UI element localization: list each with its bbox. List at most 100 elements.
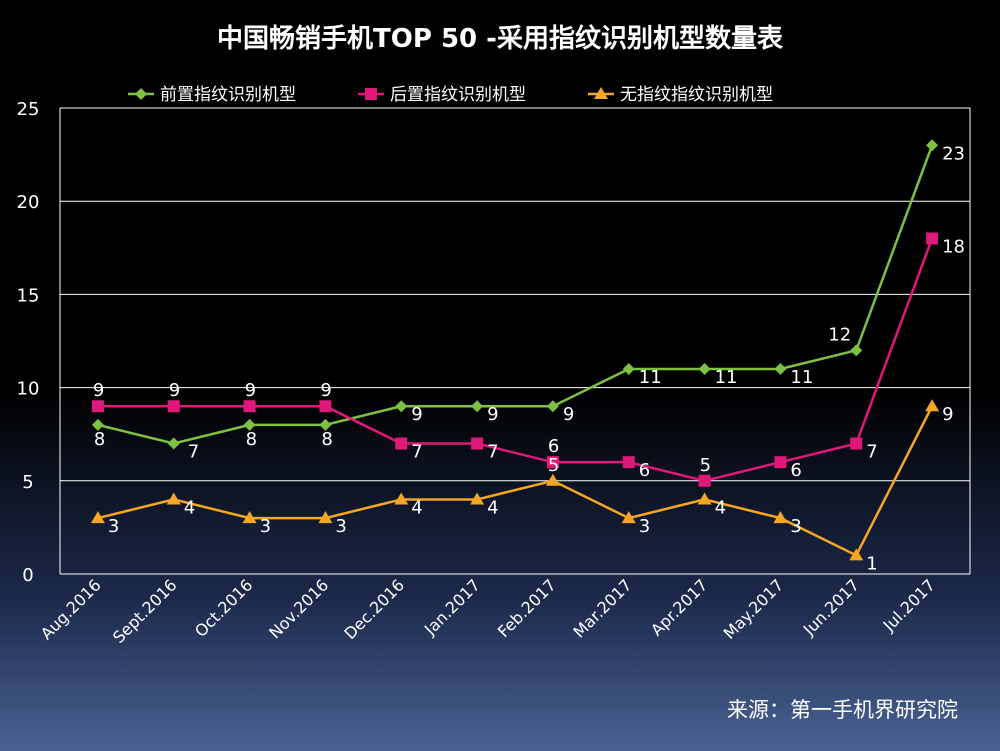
data-point (546, 456, 559, 469)
x-tick-label: Dec.2016 (340, 575, 408, 643)
x-tick-label: Oct.2016 (191, 575, 256, 640)
legend-label: 前置指纹识别机型 (160, 85, 296, 105)
data-label: 5 (548, 455, 559, 476)
data-label: 4 (715, 497, 726, 518)
x-tick-label: Sept.2016 (109, 575, 181, 647)
data-point (91, 418, 104, 431)
data-point (774, 456, 787, 469)
data-label: 8 (246, 429, 257, 450)
x-tick-label: Mar.2017 (569, 575, 635, 641)
data-point (319, 400, 332, 413)
x-tick-label: Apr.2017 (647, 575, 711, 639)
data-label: 8 (94, 429, 105, 450)
data-label: 23 (942, 143, 965, 164)
series-line (97, 238, 934, 483)
data-label: 5 (700, 455, 711, 476)
data-label: 9 (93, 380, 104, 401)
x-tick-label: May.2017 (720, 575, 788, 643)
data-point (545, 473, 560, 486)
data-point (471, 437, 484, 450)
data-point (470, 492, 485, 505)
data-label: 11 (639, 367, 662, 388)
data-label: 7 (188, 442, 199, 463)
x-tick-label: Nov.2016 (265, 575, 332, 642)
y-tick-label: 5 (22, 472, 33, 493)
data-label: 6 (639, 460, 650, 481)
data-point (925, 399, 940, 412)
data-point (926, 139, 939, 152)
x-tick-label: Feb.2017 (494, 575, 560, 641)
data-label: 4 (487, 497, 498, 518)
y-tick-label: 25 (17, 99, 40, 120)
y-tick-label: 15 (17, 285, 40, 306)
data-label: 3 (335, 516, 346, 537)
data-point (243, 418, 256, 431)
data-point (622, 456, 635, 469)
data-label: 11 (790, 367, 813, 388)
data-label: 9 (169, 380, 180, 401)
data-label: 9 (320, 380, 331, 401)
data-label: 3 (108, 516, 119, 537)
data-label: 7 (487, 442, 498, 463)
data-label: 3 (260, 516, 271, 537)
data-label: 9 (487, 404, 498, 425)
data-point (395, 400, 408, 413)
data-label: 7 (866, 442, 877, 463)
data-label: 6 (548, 436, 559, 457)
data-point (166, 492, 181, 505)
data-label: 1 (866, 553, 877, 574)
y-tick-label: 0 (22, 565, 33, 586)
y-tick-label: 10 (17, 379, 40, 400)
data-label: 12 (828, 324, 851, 345)
data-point (621, 511, 636, 524)
x-tick-label: Jan.2017 (420, 575, 484, 639)
data-point (90, 511, 105, 524)
legend-marker (594, 87, 608, 99)
legend-marker (135, 88, 147, 100)
chart-title: 中国畅销手机TOP 50 -采用指纹识别机型数量表 (217, 24, 783, 54)
data-point (774, 362, 787, 375)
data-point (242, 511, 257, 524)
data-label: 9 (411, 404, 422, 425)
data-point (622, 362, 635, 375)
data-point (395, 437, 408, 450)
data-point (850, 437, 863, 450)
data-point (773, 511, 788, 524)
data-point (91, 400, 104, 413)
series-line (97, 405, 934, 558)
data-point (167, 400, 180, 413)
data-label: 8 (321, 429, 332, 450)
data-point (926, 232, 939, 245)
data-point (243, 400, 256, 413)
legend-marker (365, 88, 377, 100)
x-tick-label: Aug.2016 (37, 575, 105, 643)
data-point (318, 511, 333, 524)
source-note: 来源：第一手机界研究院 (727, 698, 958, 722)
data-label: 9 (563, 404, 574, 425)
data-label: 7 (411, 442, 422, 463)
x-tick-label: Jul.2017 (879, 575, 939, 635)
series-line (97, 144, 934, 445)
data-point (698, 362, 711, 375)
data-point (849, 548, 864, 561)
data-label: 3 (639, 516, 650, 537)
data-point (167, 437, 180, 450)
legend-label: 后置指纹识别机型 (390, 85, 526, 105)
data-label: 9 (942, 404, 953, 425)
data-point (394, 492, 409, 505)
data-label: 18 (942, 236, 965, 257)
x-tick-label: Jun.2017 (799, 575, 863, 639)
legend-label: 无指纹指纹识别机型 (620, 85, 773, 105)
y-tick-label: 20 (17, 192, 40, 213)
data-point (850, 344, 863, 357)
data-label: 4 (184, 497, 195, 518)
data-point (698, 474, 711, 487)
data-label: 3 (790, 516, 801, 537)
data-point (471, 400, 484, 413)
data-label: 6 (790, 460, 801, 481)
data-point (319, 418, 332, 431)
data-label: 4 (411, 497, 422, 518)
data-point (546, 400, 559, 413)
